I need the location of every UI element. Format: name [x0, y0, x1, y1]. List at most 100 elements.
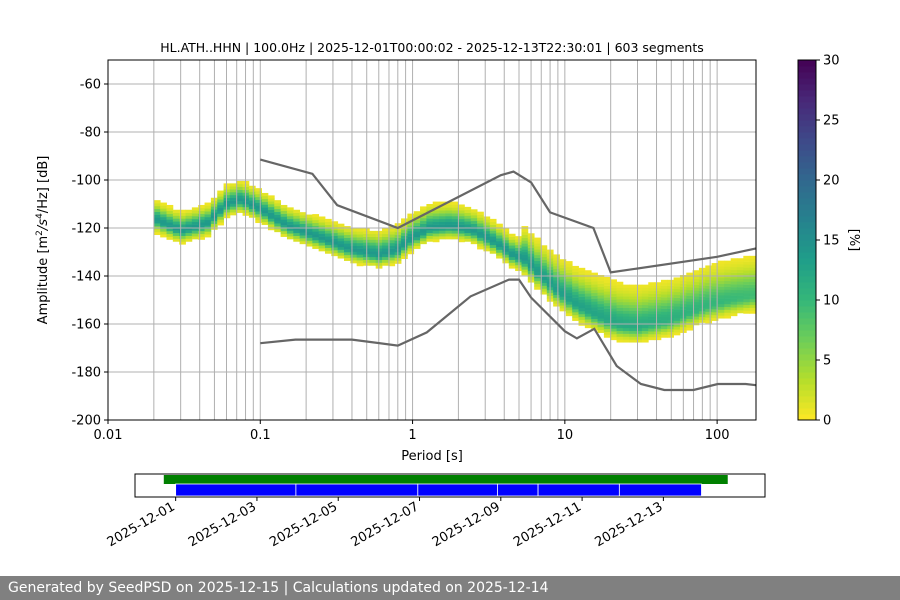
heatmap-cell [172, 224, 180, 228]
colorbar-tick-label: 15 [823, 234, 840, 249]
timeline-tick-label: 2025-12-01 [105, 499, 178, 550]
heatmap-cell [534, 254, 541, 259]
heatmap-cell [356, 263, 364, 267]
heatmap-cell [534, 275, 541, 279]
heatmap-cell [458, 218, 465, 223]
heatmap-cell [629, 299, 636, 303]
heatmap-cell [502, 237, 510, 241]
y-axis-label: Amplitude [m2/s4/Hz] [dB] [35, 156, 51, 325]
heatmap-cell [502, 231, 510, 235]
heatmap-cell [401, 232, 408, 236]
heatmap-cell [686, 292, 694, 296]
heatmap-cell [451, 213, 459, 217]
heatmap-cell [185, 232, 193, 236]
heatmap-cell [324, 233, 332, 237]
heatmap-cell [686, 298, 694, 302]
heatmap-cell [344, 237, 351, 241]
heatmap-cell [673, 320, 681, 324]
heatmap-cell [654, 319, 662, 323]
heatmap-cell [540, 259, 548, 263]
heatmap-cell [736, 301, 744, 305]
heatmap-cell [667, 297, 674, 301]
heatmap-cell [559, 285, 567, 289]
colorbar-gradient-step [798, 186, 816, 193]
heatmap-cell [229, 194, 237, 199]
heatmap-cell [229, 203, 237, 207]
y-axis-label-part: /Hz] [dB] [36, 156, 51, 214]
heatmap-cell [730, 275, 738, 279]
heatmap-cell [496, 249, 503, 253]
heatmap-cell [629, 313, 636, 317]
heatmap-cell [255, 193, 262, 198]
heatmap-cell [736, 304, 744, 308]
heatmap-cell [730, 310, 738, 314]
colorbar-gradient-step [798, 306, 816, 313]
heatmap-cell [654, 293, 662, 297]
heatmap-cell [350, 234, 358, 238]
heatmap-cell [439, 233, 446, 237]
heatmap-cell [388, 225, 396, 229]
heatmap-cell [267, 201, 275, 205]
heatmap-cell [717, 303, 725, 308]
heatmap-cell [616, 313, 624, 317]
heatmap-cell [629, 304, 636, 308]
heatmap-cell [337, 223, 345, 227]
heatmap-cell [274, 203, 282, 207]
colorbar-gradient-step [798, 144, 816, 151]
colorbar-gradient-step [798, 390, 816, 397]
y-axis-title: Amplitude [m2/s4/Hz] [dB] [35, 156, 51, 325]
heatmap-cell [591, 312, 598, 317]
heatmap-cell [711, 309, 719, 313]
heatmap-cell [356, 237, 364, 241]
heatmap-cell [299, 240, 307, 245]
colorbar-gradient-step [798, 216, 816, 223]
heatmap-cell [464, 212, 472, 216]
heatmap-cell [267, 221, 275, 225]
colorbar-gradient-step [798, 366, 816, 373]
heatmap-cell [749, 299, 757, 303]
heatmap-cell [331, 229, 339, 234]
heatmap-cell [736, 258, 744, 262]
psd-coverage-segment [618, 483, 702, 497]
heatmap-cell [534, 252, 541, 256]
heatmap-cell [179, 235, 186, 239]
heatmap-cell [648, 325, 655, 329]
heatmap-cell [236, 180, 243, 185]
heatmap-cell [286, 230, 294, 234]
heatmap-cell [274, 214, 282, 218]
heatmap-cell [312, 216, 320, 221]
heatmap-cell [584, 301, 592, 306]
heatmap-cell [641, 330, 649, 334]
heatmap-cell [686, 312, 694, 317]
heatmap-cell [736, 264, 744, 268]
heatmap-cell [324, 250, 332, 254]
colorbar-gradient-step [798, 414, 816, 421]
heatmap-cell [705, 288, 713, 292]
timeline-tick-label: 2025-12-09 [430, 499, 503, 550]
heatmap-cell [248, 211, 256, 215]
heatmap-cell [635, 327, 643, 332]
heatmap-cell [445, 216, 453, 220]
heatmap-cell [578, 290, 586, 295]
main-axes: -200 -180 -160 -140 -120 -100 -80 -60 0.01 0.1 1 10… [71, 59, 757, 443]
colorbar-gradient-step [798, 246, 816, 253]
heatmap-cell [356, 257, 364, 261]
heatmap-cell [578, 305, 586, 309]
heatmap-cell [660, 323, 668, 327]
heatmap-cell [204, 225, 212, 229]
heatmap-cell [191, 210, 199, 214]
heatmap-cell [622, 290, 630, 294]
heatmap-cell [312, 245, 320, 249]
heatmap-cell [667, 325, 674, 330]
heatmap-cell [641, 287, 649, 291]
heatmap-cell [267, 224, 275, 228]
colorbar-gradient-step [798, 324, 816, 331]
heatmap-cell [477, 234, 484, 238]
heatmap-cell [654, 299, 662, 303]
heatmap-cell [217, 219, 224, 223]
heatmap-cell [204, 208, 212, 212]
heatmap-cell [686, 324, 694, 328]
heatmap-cell [730, 295, 738, 299]
heatmap-cell [312, 237, 320, 241]
